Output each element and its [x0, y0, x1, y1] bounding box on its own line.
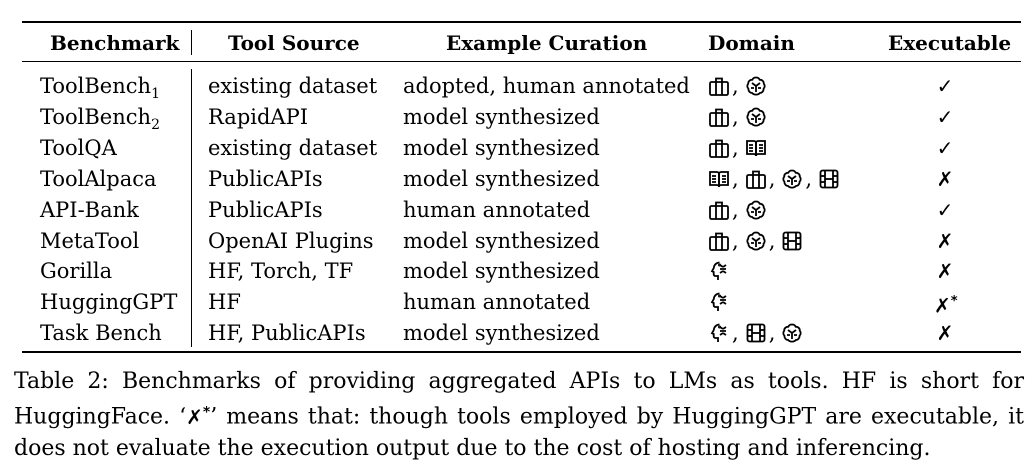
check-mark: ✓ [936, 105, 954, 129]
cross-mark: ✗* [186, 404, 211, 429]
check-mark: ✓ [936, 136, 954, 160]
cross-mark: ✗ [936, 167, 954, 191]
cell-domain: ,, [708, 228, 803, 254]
cell-example-curation: human annotated [403, 290, 591, 314]
cell-benchmark: MetaTool [40, 228, 139, 254]
cell-example-curation: model synthesized [403, 105, 600, 129]
cell-tool-source: RapidAPI [208, 105, 309, 129]
header-tool-source: Tool Source [228, 31, 360, 55]
cell-tool-source: HF [208, 290, 241, 314]
cross-mark: ✗ [936, 259, 954, 283]
film-icon [745, 322, 767, 344]
head-icon [708, 322, 730, 344]
brain-icon [745, 106, 767, 128]
brain-icon [781, 168, 803, 190]
cell-domain: ,,, [708, 166, 840, 192]
book-icon [745, 137, 767, 159]
cross-mark: ✗ [936, 229, 954, 253]
check-mark: ✓ [936, 198, 954, 222]
column-separator [191, 30, 192, 55]
cell-tool-source: PublicAPIs [208, 198, 323, 222]
cell-tool-source: existing dataset [208, 136, 378, 160]
toolbox-icon [708, 137, 730, 159]
header-domain: Domain [708, 31, 795, 55]
cross-mark: ✗ [936, 321, 954, 345]
cross-mark: ✗* [934, 293, 958, 318]
cell-benchmark: ToolQA [40, 135, 117, 161]
benchmark-name: ToolAlpaca [40, 167, 157, 191]
cell-example-curation: model synthesized [403, 259, 600, 283]
benchmark-name: HuggingGPT [40, 290, 178, 314]
cell-example-curation: model synthesized [403, 167, 600, 191]
toolbox-icon [708, 75, 730, 97]
benchmark-name: Task Bench [40, 321, 162, 345]
cell-tool-source: PublicAPIs [208, 167, 323, 191]
header-benchmark: Benchmark [50, 31, 180, 55]
cell-benchmark: Gorilla [40, 258, 112, 284]
cell-example-curation: adopted, human annotated [403, 74, 690, 98]
header-executable: Executable [888, 31, 1012, 55]
cell-domain: , [708, 104, 767, 130]
cell-example-curation: model synthesized [403, 229, 600, 253]
caption-text-after: ’ means that: though tools employed by H… [14, 404, 1024, 461]
cell-example-curation: human annotated [403, 198, 591, 222]
brain-icon [745, 75, 767, 97]
benchmark-name: Gorilla [40, 259, 113, 283]
benchmark-name: ToolQA [40, 136, 117, 160]
cell-tool-source: HF, PublicAPIs [208, 321, 366, 345]
table-top-rule [22, 21, 1021, 23]
cell-tool-source: existing dataset [208, 74, 378, 98]
brain-icon [745, 230, 767, 252]
cell-domain: , [708, 135, 767, 161]
benchmark-name: MetaTool [40, 229, 140, 253]
benchmark-subscript: 2 [151, 117, 160, 134]
cell-domain: , [708, 197, 767, 223]
caption-text-before: Table 2: Benchmarks of providing aggrega… [14, 369, 1024, 430]
toolbox-icon [708, 106, 730, 128]
toolbox-icon [708, 230, 730, 252]
benchmark-name: ToolBench [40, 74, 152, 98]
table-header-rule [22, 61, 1021, 62]
benchmark-name: API-Bank [40, 198, 139, 222]
cell-benchmark: API-Bank [40, 197, 139, 223]
film-icon [818, 168, 840, 190]
benchmark-name: ToolBench [40, 105, 152, 129]
cell-tool-source: HF, Torch, TF [208, 259, 354, 283]
column-separator [191, 69, 192, 347]
brain-icon [745, 199, 767, 221]
cell-domain [708, 289, 730, 315]
toolbox-icon [708, 199, 730, 221]
cell-benchmark: ToolBench2 [40, 104, 160, 138]
table-bottom-rule [22, 351, 1021, 353]
cell-domain [708, 258, 730, 284]
header-example-curation: Example Curation [446, 31, 648, 55]
head-icon [708, 291, 730, 313]
cell-tool-source: OpenAI Plugins [208, 229, 374, 253]
cell-domain: , [708, 73, 767, 99]
cell-benchmark: Task Bench [40, 320, 162, 346]
benchmark-subscript: 1 [151, 86, 160, 103]
cell-benchmark: HuggingGPT [40, 289, 177, 315]
toolbox-icon [745, 168, 767, 190]
check-mark: ✓ [936, 74, 954, 98]
book-icon [708, 168, 730, 190]
brain-icon [781, 322, 803, 344]
cell-benchmark: ToolAlpaca [40, 166, 157, 192]
table-caption: Table 2: Benchmarks of providing aggrega… [14, 366, 1024, 464]
film-icon [781, 230, 803, 252]
cell-example-curation: model synthesized [403, 136, 600, 160]
cell-benchmark: ToolBench1 [40, 73, 160, 107]
cell-domain: ,, [708, 320, 803, 346]
cell-example-curation: model synthesized [403, 321, 600, 345]
head-icon [708, 260, 730, 282]
